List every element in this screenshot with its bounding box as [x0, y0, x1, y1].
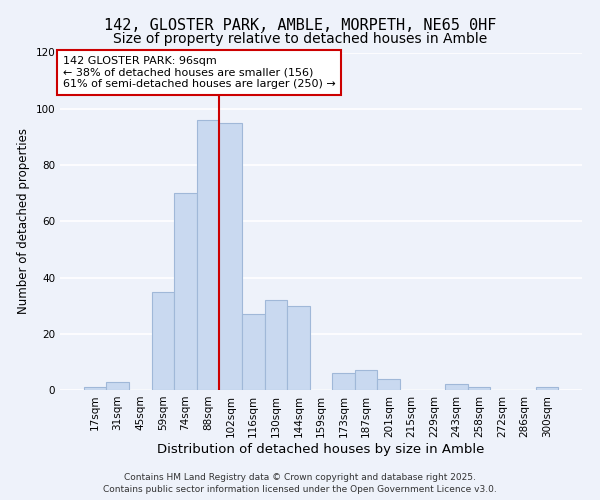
Bar [265, 300, 287, 390]
Bar [377, 379, 400, 390]
Bar [536, 387, 558, 390]
Bar [106, 382, 129, 390]
Bar [152, 292, 174, 390]
Bar [287, 306, 310, 390]
Bar [242, 314, 265, 390]
X-axis label: Distribution of detached houses by size in Amble: Distribution of detached houses by size … [157, 442, 485, 456]
Bar [220, 123, 242, 390]
Text: Contains HM Land Registry data © Crown copyright and database right 2025.
Contai: Contains HM Land Registry data © Crown c… [103, 472, 497, 494]
Y-axis label: Number of detached properties: Number of detached properties [17, 128, 30, 314]
Text: 142 GLOSTER PARK: 96sqm
← 38% of detached houses are smaller (156)
61% of semi-d: 142 GLOSTER PARK: 96sqm ← 38% of detache… [62, 56, 335, 89]
Bar [84, 387, 106, 390]
Bar [332, 373, 355, 390]
Text: 142, GLOSTER PARK, AMBLE, MORPETH, NE65 0HF: 142, GLOSTER PARK, AMBLE, MORPETH, NE65 … [104, 18, 496, 32]
Text: Size of property relative to detached houses in Amble: Size of property relative to detached ho… [113, 32, 487, 46]
Bar [197, 120, 220, 390]
Bar [355, 370, 377, 390]
Bar [445, 384, 468, 390]
Bar [468, 387, 490, 390]
Bar [174, 193, 197, 390]
